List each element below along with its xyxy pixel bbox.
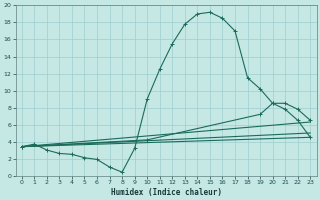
X-axis label: Humidex (Indice chaleur): Humidex (Indice chaleur) xyxy=(110,188,221,197)
